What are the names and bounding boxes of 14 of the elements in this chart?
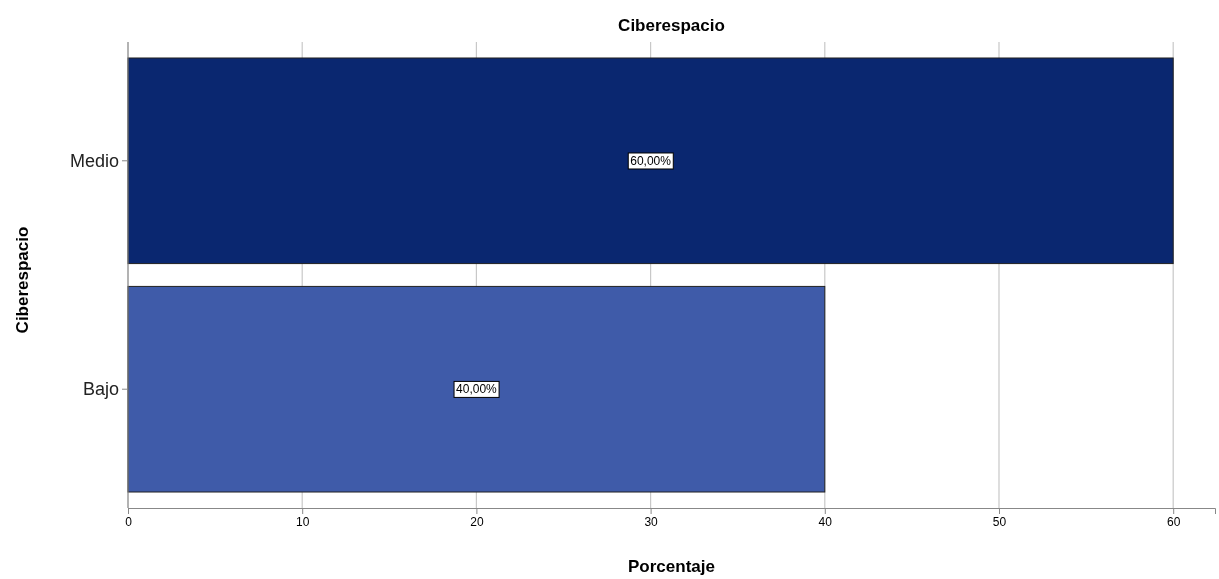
x-tick-label: 20 (470, 514, 484, 529)
x-tick-label: 30 (644, 514, 659, 529)
y-tick-label: Medio (69, 150, 119, 171)
data-label: 40,00% (456, 382, 498, 397)
x-tick-label: 0 (125, 514, 133, 529)
y-axis-title: Ciberespacio (13, 226, 32, 334)
x-tick-label: 10 (296, 514, 310, 529)
y-tick-label: Bajo (82, 378, 119, 399)
x-axis-title: Porcentaje (628, 557, 715, 576)
data-label: 60,00% (630, 153, 672, 168)
x-tick-label: 60 (1167, 514, 1181, 529)
chart-title: Ciberespacio (618, 16, 725, 35)
x-tick-label: 50 (992, 514, 1007, 529)
x-tick-label: 40 (818, 514, 833, 529)
